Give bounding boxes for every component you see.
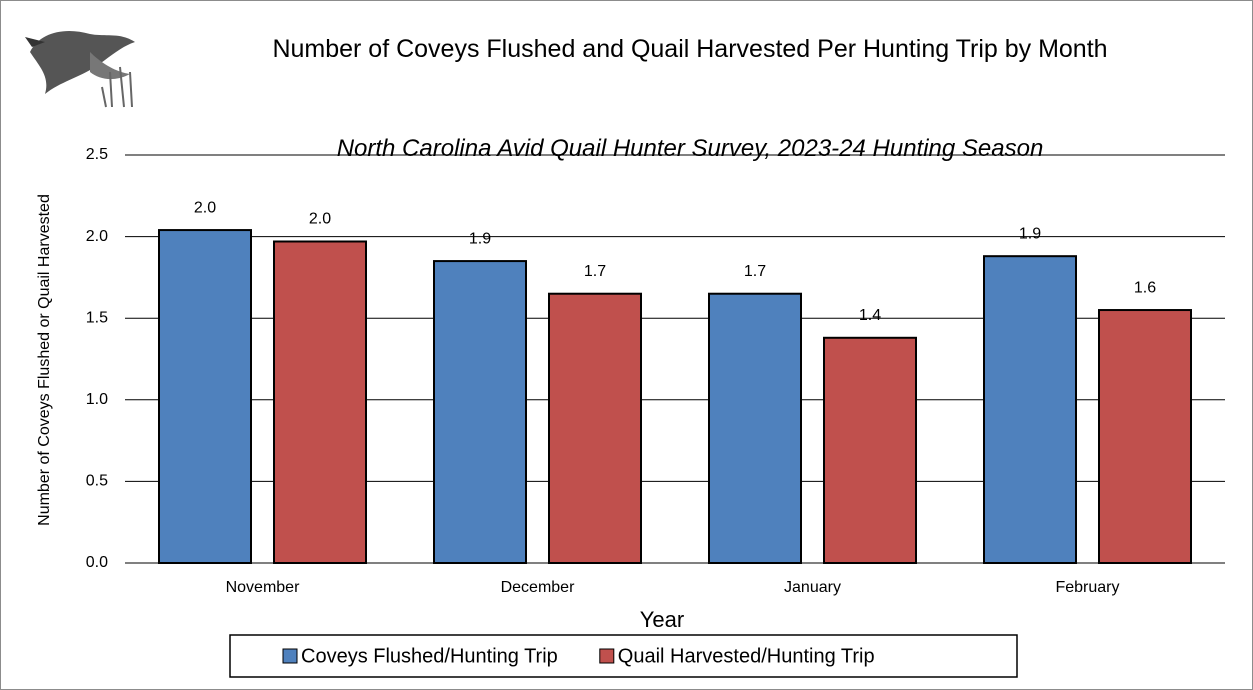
y-tick-label: 1.0 [86,391,108,408]
logo-bird [25,31,135,108]
data-label: 2.0 [309,211,331,228]
legend-box [229,634,1018,678]
x-tick-label: November [226,579,300,596]
data-label: 1.7 [744,263,766,280]
chart-title: Number of Coveys Flushed and Quail Harve… [272,35,1108,63]
y-tick-label: 2.0 [86,228,108,245]
y-tick-label: 2.5 [86,146,108,163]
x-tick-label: December [501,579,575,596]
data-label: 1.4 [859,307,881,324]
x-tick-label: January [784,579,841,596]
y-tick-label: 0.5 [86,473,108,490]
y-tick-label: 1.5 [86,309,108,326]
legend-swatch [599,648,615,664]
bar [708,292,802,564]
legend-swatch [282,648,298,664]
bar [983,255,1077,564]
data-label: 1.6 [1134,279,1156,296]
data-label: 1.9 [1019,225,1041,242]
data-label: 1.7 [584,263,606,280]
bar [433,260,527,564]
bar [158,229,252,565]
data-label: 1.9 [469,230,491,247]
x-tick-label: February [1055,579,1119,596]
bar [823,336,917,564]
legend-label: Quail Harvested/Hunting Trip [618,645,875,667]
data-label: 2.0 [194,199,216,216]
legend-label: Coveys Flushed/Hunting Trip [301,645,558,667]
bar [1098,309,1192,565]
chart-subtitle: North Carolina Avid Quail Hunter Survey,… [336,135,1044,162]
bar [548,292,642,564]
bar [273,240,367,564]
x-axis-title: Year [640,607,684,632]
y-tick-label: 0.0 [86,554,108,571]
y-axis-title: Number of Coveys Flushed or Quail Harves… [36,194,53,526]
